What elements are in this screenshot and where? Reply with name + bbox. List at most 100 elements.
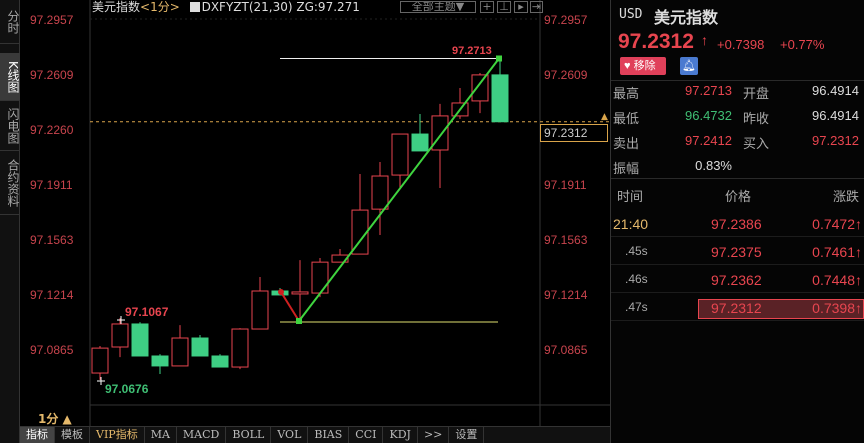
bottom-tab[interactable]: >> (418, 427, 450, 443)
tick-change: 0.7461↑ (812, 244, 862, 260)
candle-body (231, 328, 249, 368)
candle-body (311, 261, 329, 294)
tick-change: 0.7472↑ (812, 216, 862, 232)
period-label[interactable]: <1分> (140, 0, 180, 14)
tick-time: 21:40 (613, 216, 649, 232)
candle-body (411, 133, 429, 152)
right-axis-label: 97.2957 (544, 13, 588, 27)
last-price: 97.2312 (618, 30, 694, 53)
stat-label: 开盘 (743, 86, 770, 101)
low-marker-icon (97, 377, 105, 385)
left-axis-label: 97.2260 (30, 122, 74, 137)
period-selector[interactable]: 1分 ▲ (38, 412, 72, 426)
ticks-header-change: 涨跌 (833, 189, 860, 204)
stat-value: 97.2713 (685, 83, 732, 98)
candle-body (491, 74, 509, 123)
candle-body (111, 323, 129, 348)
tick-price: 97.2375 (711, 244, 762, 260)
candle-body (371, 175, 389, 210)
stat-label: 振幅 (613, 161, 640, 176)
indicator-tabbar: 指标 模板 VIP指标 MA MACD BOLL VOL BIAS CCI KDJ >> 设置 (20, 426, 610, 443)
indicator-label: DXFYZT(21,30) ZG:97.271 (201, 0, 360, 14)
bottom-tab[interactable]: BIAS (308, 427, 350, 443)
stat-value: 0.83% (695, 158, 732, 173)
tick-change: 0.7398↑ (812, 300, 862, 316)
kline-chart[interactable] (20, 0, 610, 426)
reversal-point (278, 289, 284, 295)
bottom-tab[interactable]: VIP指标 (90, 427, 145, 443)
bottom-tab[interactable]: MACD (177, 427, 227, 443)
current-price-tag: 97.2312 (540, 124, 608, 142)
candle-body (331, 254, 349, 263)
sidebar: 分时 K线图 闪电图 合约资料 (0, 0, 20, 443)
price-change-pct: +0.77% (780, 37, 825, 52)
remove-favorite-button[interactable]: ♥ 移除 (620, 57, 666, 75)
reversal-line (280, 291, 300, 322)
high-price-label: 97.2713 (452, 45, 492, 57)
high-marker-icon (117, 316, 125, 324)
tick-time: .45s (625, 244, 648, 258)
stat-value: 97.2312 (812, 133, 859, 148)
left-axis-label: 97.1563 (30, 232, 74, 247)
right-axis-label: 97.1214 (544, 287, 588, 302)
right-axis-label: 97.0865 (544, 343, 588, 357)
bottom-tab[interactable]: 设置 (449, 427, 485, 443)
candle-body (211, 355, 229, 368)
bottom-tab[interactable]: BOLL (226, 427, 272, 443)
up-arrow-icon: ↑ (701, 32, 708, 48)
heart-icon: ♥ (624, 60, 631, 72)
tick-row: .46s 97.2362 0.7448↑ (611, 267, 864, 293)
candle-body (251, 290, 269, 330)
bottom-tab[interactable]: 指标 (20, 427, 55, 443)
stat-value: 96.4914 (812, 83, 859, 98)
tab-flash[interactable]: 闪电图 (0, 101, 20, 151)
tab-kline[interactable]: K线图 (0, 53, 20, 101)
stat-label: 卖出 (613, 136, 640, 151)
tick-row: .45s 97.2375 0.7461↑ (611, 239, 864, 265)
candle-body (391, 133, 409, 176)
play-icon[interactable]: ▸ (514, 1, 528, 13)
ticks-header-time: 时间 (617, 189, 644, 204)
currency-code: USD (619, 7, 643, 22)
left-axis-label: 97.1214 (30, 287, 74, 302)
zoom-in-icon[interactable]: ⊥ (497, 1, 511, 13)
candle-body (171, 337, 189, 367)
tick-time: .46s (625, 272, 648, 286)
trend-line (298, 57, 500, 322)
scroll-top-icon[interactable]: ▲ (601, 112, 608, 122)
bottom-tab[interactable]: 模板 (55, 427, 90, 443)
left-axis-label: 97.0865 (30, 343, 74, 357)
stat-value: 96.4914 (812, 108, 859, 123)
bottom-tab[interactable]: MA (145, 427, 177, 443)
candle-body (131, 323, 149, 357)
stat-label: 买入 (743, 136, 770, 151)
tick-time: .47s (625, 300, 648, 314)
trend-start-point (296, 318, 302, 324)
bell-icon[interactable]: 🔔︎ (680, 57, 698, 75)
tab-timeshare[interactable]: 分时 (0, 0, 20, 44)
left-axis-label: 97.2957 (30, 13, 74, 27)
stat-value: 96.4732 (685, 108, 732, 123)
indicator-icon (189, 2, 200, 12)
bottom-tab[interactable]: VOL (271, 427, 309, 443)
crosshair-icon[interactable]: + (480, 1, 494, 13)
right-axis-label: 97.1911 (544, 178, 587, 192)
candle-body (91, 347, 109, 374)
stat-label: 最低 (613, 111, 640, 126)
right-axis-label: 97.1563 (544, 232, 588, 247)
tick-price: 97.2312 (711, 300, 762, 316)
tick-price: 97.2362 (711, 272, 762, 288)
symbol-label: 美元指数 (92, 0, 141, 14)
tick-change: 0.7448↑ (812, 272, 862, 288)
theme-button[interactable]: 全部主题▼ (400, 1, 476, 13)
expand-icon[interactable]: ⇥ (530, 1, 543, 13)
quote-panel: USD 美元指数 97.2312 ↑ +0.7398 +0.77% ♥ 移除 🔔… (610, 0, 864, 443)
bottom-tab[interactable]: KDJ (383, 427, 418, 443)
candle-body (351, 209, 369, 255)
right-axis-label: 97.2609 (544, 67, 588, 82)
left-axis-label: 97.1911 (30, 178, 73, 192)
bottom-tab[interactable]: CCI (349, 427, 384, 443)
left-axis-label: 97.2609 (30, 67, 74, 82)
stat-value: 97.2412 (685, 133, 732, 148)
tab-contract-info[interactable]: 合约资料 (0, 151, 20, 215)
